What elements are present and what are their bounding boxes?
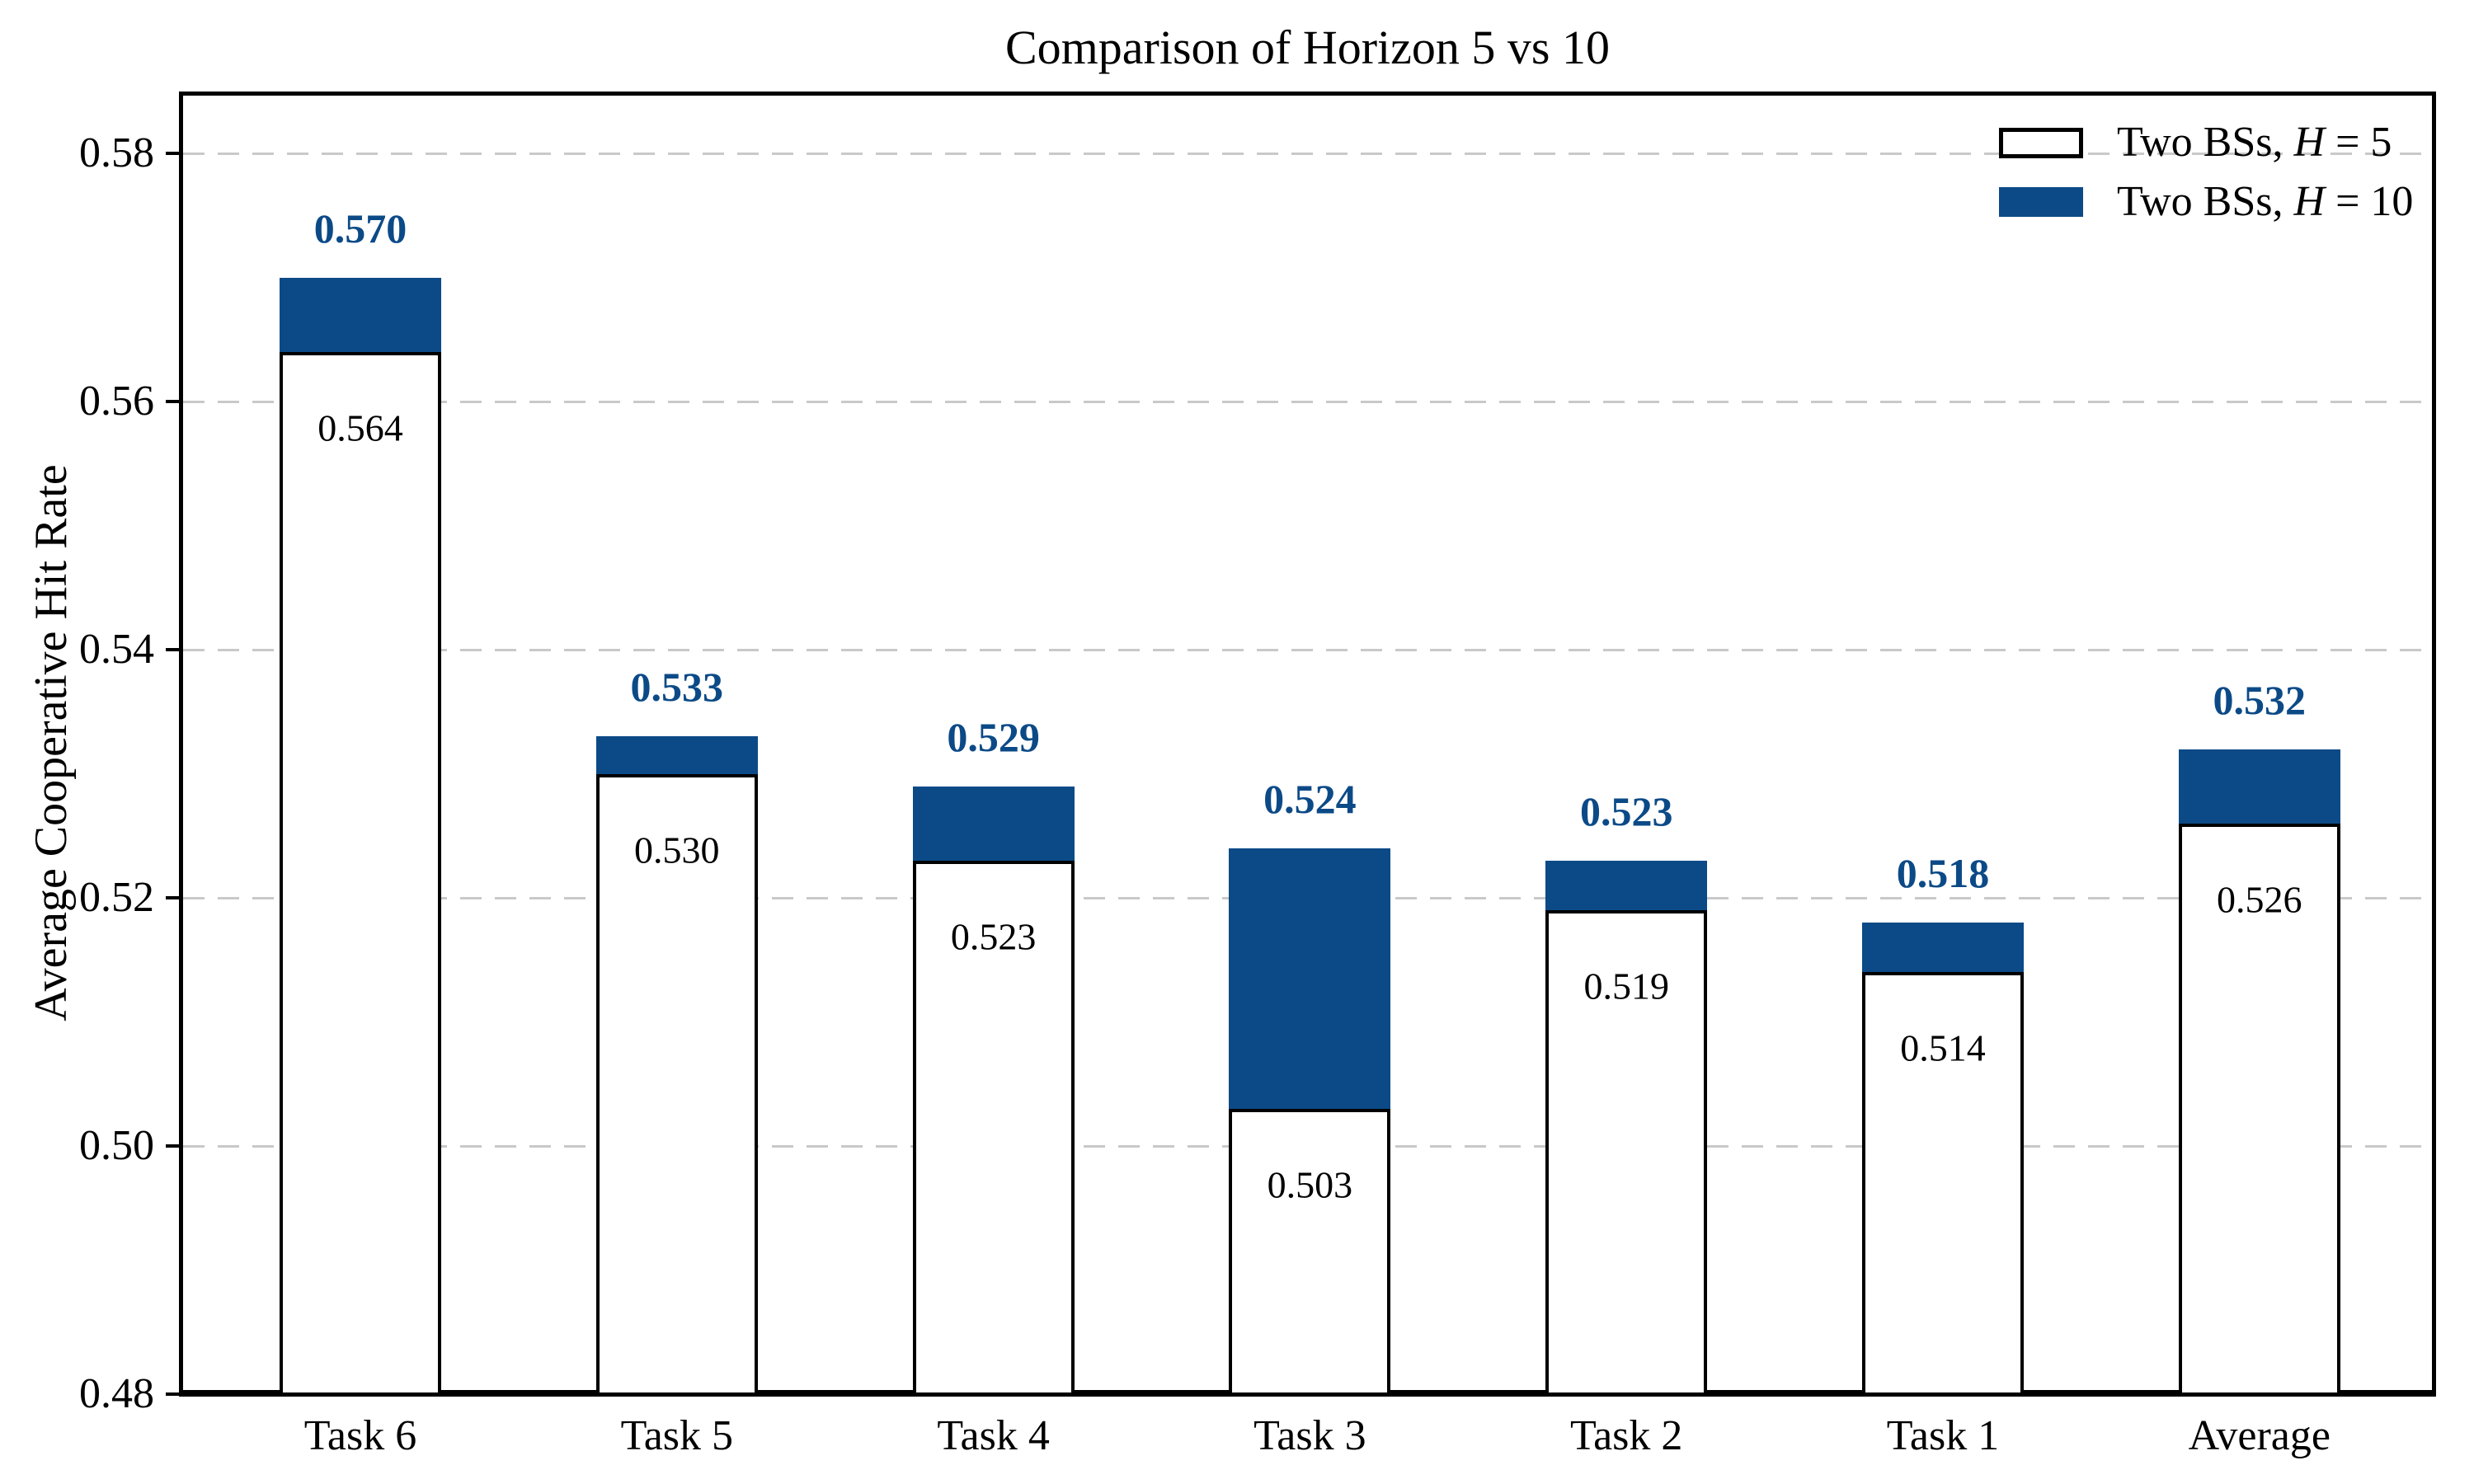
value-label-h5: 0.523	[950, 915, 1037, 958]
y-tick-mark-0.48	[166, 1392, 179, 1396]
bar-h10-cap-task-6	[280, 277, 441, 352]
legend-swatch-h5	[1999, 127, 2083, 158]
y-tick-label: 0.56	[79, 378, 154, 425]
bar-h10-cap-average	[2178, 749, 2340, 824]
bar-h10-cap-task-3	[1229, 848, 1391, 1109]
chart-title: Comparison of Horizon 5 vs 10	[1005, 21, 1610, 74]
y-tick-label: 0.48	[79, 1370, 154, 1417]
value-label-h5: 0.519	[1583, 965, 1669, 1007]
value-label-h5: 0.514	[1900, 1026, 1986, 1069]
legend-label-h10: Two BSs, H = 10	[2117, 177, 2413, 227]
value-label-h5: 0.526	[2217, 878, 2302, 921]
x-tick-label-task-6: Task 6	[303, 1412, 417, 1459]
legend-row-1: Two BSs, H = 5	[1999, 119, 2444, 177]
y-tick-label: 0.52	[79, 874, 154, 922]
value-label-h10: 0.532	[2213, 676, 2307, 723]
legend-row-2: Two BSs, H = 10	[1999, 178, 2444, 237]
gridline-0.56	[183, 400, 2432, 403]
y-axis-title: Average Cooperative Hit Rate	[26, 464, 77, 1021]
bar-h5-task-5	[595, 773, 758, 1396]
bar-h5-average	[2178, 823, 2340, 1396]
value-label-h10: 0.524	[1263, 775, 1357, 822]
legend-label-prefix: Two BSs,	[2117, 178, 2294, 225]
value-label-h10: 0.529	[947, 713, 1040, 760]
x-axis-line	[179, 1392, 2436, 1397]
x-tick-label-task-5: Task 5	[620, 1412, 734, 1459]
y-tick-mark-0.52	[166, 896, 179, 900]
legend-label-variable: H	[2293, 119, 2326, 166]
legend-label-value: = 10	[2325, 178, 2414, 225]
y-tick-mark-0.58	[166, 152, 179, 156]
value-label-h5: 0.530	[634, 829, 720, 871]
value-label-h5: 0.564	[317, 406, 403, 449]
bar-h5-task-3	[1229, 1108, 1391, 1396]
y-tick-label: 0.58	[79, 129, 154, 177]
value-label-h10: 0.570	[313, 204, 407, 251]
legend-swatch-h10	[1999, 187, 2083, 217]
y-tick-mark-0.50	[166, 1144, 179, 1148]
value-label-h10: 0.533	[630, 664, 724, 711]
y-tick-mark-0.54	[166, 648, 179, 652]
legend-label-value: = 5	[2325, 119, 2392, 166]
x-tick-label-task-1: Task 1	[1886, 1412, 2000, 1459]
gridline-0.54	[183, 648, 2432, 651]
value-label-h10: 0.518	[1896, 850, 1990, 897]
value-label-h5: 0.503	[1267, 1163, 1353, 1206]
y-tick-mark-0.56	[166, 400, 179, 404]
bar-h5-task-1	[1862, 972, 2024, 1396]
x-tick-label-average: Average	[2188, 1412, 2331, 1459]
x-tick-label-task-2: Task 2	[1569, 1412, 1683, 1459]
legend-label-h5: Two BSs, H = 5	[2117, 118, 2392, 167]
bar-h5-task-6	[280, 352, 441, 1396]
legend-label-prefix: Two BSs,	[2117, 119, 2294, 166]
bar-h10-cap-task-5	[595, 736, 758, 774]
bar-h10-cap-task-2	[1545, 860, 1708, 911]
x-tick-label-task-3: Task 3	[1253, 1412, 1366, 1459]
y-tick-label: 0.54	[79, 626, 154, 674]
gridline-0.58	[183, 152, 2432, 155]
legend-label-variable: H	[2293, 178, 2326, 225]
x-tick-label-task-4: Task 4	[937, 1412, 1050, 1459]
value-label-h10: 0.523	[1579, 787, 1673, 834]
bar-h10-cap-task-1	[1862, 923, 2024, 973]
y-tick-label: 0.50	[79, 1122, 154, 1170]
bar-h10-cap-task-4	[912, 786, 1075, 861]
